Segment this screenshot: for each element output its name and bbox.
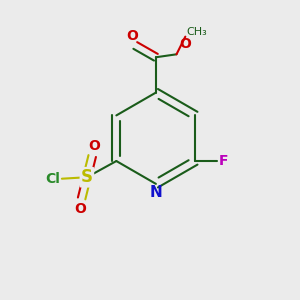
Text: S: S: [81, 168, 93, 186]
Text: O: O: [88, 139, 100, 152]
Text: F: F: [219, 154, 229, 168]
Text: O: O: [74, 202, 86, 216]
Text: Cl: Cl: [46, 172, 60, 186]
Text: N: N: [149, 185, 162, 200]
Text: O: O: [179, 38, 191, 51]
Text: O: O: [126, 29, 138, 43]
Text: CH₃: CH₃: [187, 27, 208, 37]
